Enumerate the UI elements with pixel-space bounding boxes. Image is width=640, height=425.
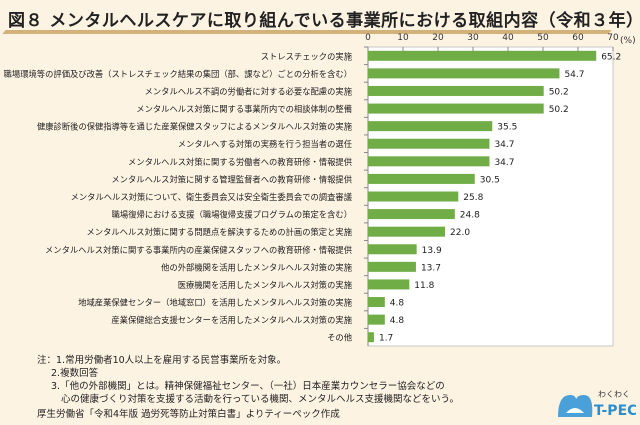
data-label: 13.7 — [421, 263, 441, 273]
data-label: 34.7 — [494, 140, 514, 150]
category-label: 地域産業保健センター（地域窓口）を活用したメンタルヘルス対策の実施 — [78, 298, 352, 308]
bar — [368, 173, 475, 184]
data-label: 50.2 — [549, 87, 569, 97]
category-label: ストレスチェックの実施 — [261, 51, 352, 61]
data-label: 24.8 — [460, 211, 480, 221]
bar — [368, 156, 490, 167]
tpec-logo: わくわく T-PEC — [556, 383, 636, 423]
bar — [368, 297, 385, 308]
note-3: 3.「他の外部機関」とは。精神保健福祉センター、（一社）日本産業カウンセラー協会… — [51, 381, 445, 392]
category-label: メンタルヘルス対策に関する事業所内の産業保健スタッフへの教育研修・情報提供 — [45, 245, 352, 255]
category-label: メンタルヘルス対策に関する事業所内での相談体制の整備 — [136, 104, 352, 114]
data-label: 22.0 — [450, 228, 470, 238]
data-label: 25.8 — [463, 193, 483, 203]
bar — [368, 279, 410, 290]
category-label: メンタルヘルス対策に関する管理監督者への教育研修・情報提供 — [111, 174, 352, 184]
category-label: メンタルヘルス対策について、衛生委員会又は安全衛生委員会での調査審議 — [71, 192, 353, 202]
category-label: メンタルへする対策の実務を行う担当者の選任 — [178, 139, 352, 149]
note-3-cont: 心の健康づくり対策を支援する活動を行っている機関、メンタルヘルス支援機関などをい… — [61, 394, 459, 405]
category-label: その他 — [327, 333, 352, 343]
category-label: メンタルヘルス不調の労働者に対する必要な配慮の実施 — [145, 86, 352, 96]
bar — [368, 50, 597, 61]
bar — [368, 138, 490, 149]
bar — [368, 85, 544, 96]
svg-text:わくわく: わくわく — [598, 390, 630, 399]
data-label: 1.7 — [379, 334, 393, 344]
bar — [368, 68, 560, 79]
category-label: 医療機関を活用したメンタルヘルス対策の実施 — [178, 280, 352, 290]
data-label: 11.8 — [414, 281, 434, 291]
x-tick-label: 30 — [467, 33, 479, 43]
data-label: 35.5 — [497, 123, 517, 133]
data-label: 4.8 — [390, 316, 405, 326]
notes: 注：1.常用労働者10人以上を雇用する民営事業所を対象。 2.複数回答 3.「他… — [37, 354, 459, 406]
data-label: 65.2 — [601, 52, 621, 62]
bar — [368, 244, 417, 255]
bar — [368, 103, 544, 114]
note-1: 注：1.常用労働者10人以上を雇用する民営事業所を対象。 — [37, 355, 287, 366]
data-label: 34.7 — [494, 158, 514, 168]
bar — [368, 209, 455, 220]
category-label: 産業保健総合支援センターを活用したメンタルヘルス対策の実施 — [111, 315, 352, 325]
bar — [368, 121, 493, 132]
x-tick-label: 70 — [607, 33, 619, 43]
note-2: 2.複数回答 — [51, 368, 99, 379]
chart-title: 図８ メンタルヘルスケアに取り組んでいる事業所における取組内容（令和３年） — [8, 11, 640, 31]
category-label: メンタルヘルス対策に関する問題点を解決するための計画の策定と実施 — [86, 227, 352, 237]
unit-label: (%) — [620, 36, 636, 46]
x-tick-label: 40 — [502, 33, 514, 43]
bar — [368, 226, 445, 237]
data-label: 13.9 — [422, 246, 442, 256]
svg-text:T-PEC: T-PEC — [594, 403, 636, 419]
x-tick-label: 0 — [365, 33, 371, 43]
source: 厚生労働省「令和4年版 過労死等防止対策白書」よりティーペック作成 — [37, 409, 340, 420]
data-label: 50.2 — [549, 105, 569, 115]
category-label: 健康診断後の保健指導等を通じた産業保健スタッフによるメンタルヘルス対策の実施 — [37, 122, 352, 132]
category-label: メンタルヘルス対策に関する労働者への教育研修・情報提供 — [128, 157, 352, 167]
bar — [368, 261, 416, 272]
data-label: 54.7 — [564, 70, 584, 80]
category-label: 他の外部機関を活用したメンタルヘルス対策の実施 — [161, 262, 352, 272]
data-label: 30.5 — [480, 175, 500, 185]
x-tick-label: 20 — [432, 33, 444, 43]
category-label: 職場復帰における支援（職場復帰支援プログラムの策定を含む） — [112, 210, 352, 220]
data-label: 4.8 — [390, 299, 405, 309]
x-tick-label: 60 — [572, 33, 584, 43]
bar — [368, 191, 459, 202]
bar — [368, 314, 385, 325]
bar — [368, 332, 374, 343]
category-label: 職場環境等の評価及び改善（ストレスチェック結果の集団（部、課など）ごとの分析を含… — [4, 69, 352, 79]
x-tick-label: 10 — [397, 33, 409, 43]
x-tick-label: 50 — [537, 33, 549, 43]
